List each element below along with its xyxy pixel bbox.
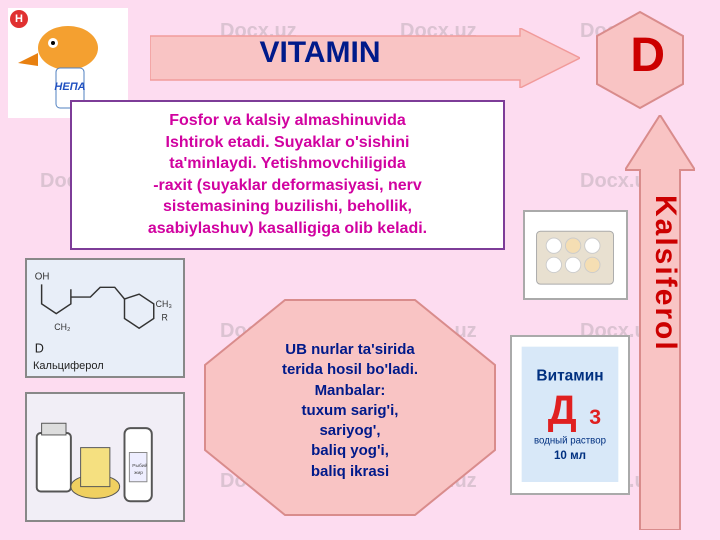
side-arrow-text: Kalsiferol <box>648 195 682 352</box>
svg-text:OH: OH <box>35 272 50 283</box>
mascot-badge: H <box>10 10 28 28</box>
svg-text:R: R <box>162 312 168 322</box>
vitamin-bottle-image: Витамин Д 3 водный раствор 10 мл <box>510 335 630 495</box>
hex-letter: D <box>630 28 665 83</box>
svg-text:CH₃: CH₃ <box>156 299 173 309</box>
svg-text:D: D <box>35 342 44 356</box>
molecule-image: OH CH₂ CH₃ R D Кальциферол <box>25 258 185 378</box>
description-line: Ishtirok etadi. Suyaklar o'sishini <box>82 132 493 154</box>
octagon-line: UB nurlar ta'sirida <box>200 340 500 360</box>
svg-text:10 мл: 10 мл <box>554 450 586 462</box>
eggs-image <box>523 210 628 300</box>
octagon-line: baliq ikrasi <box>200 462 500 482</box>
octagon-box: UB nurlar ta'siridaterida hosil bo'ladi.… <box>200 295 500 520</box>
description-line: -raxit (suyaklar deformasiyasi, nerv <box>82 175 493 197</box>
octagon-text: UB nurlar ta'siridaterida hosil bo'ladi.… <box>200 340 500 482</box>
svg-text:жир: жир <box>134 471 143 476</box>
svg-text:Витамин: Витамин <box>536 367 603 384</box>
svg-text:Д: Д <box>548 387 577 433</box>
description-line: ta'minlaydi. Yetishmovchiligida <box>82 153 493 175</box>
octagon-line: Manbalar: <box>200 381 500 401</box>
food-sources-image: Рыбий жир <box>25 392 185 522</box>
description-line: asabiylashuv) kasalligiga olib keladi. <box>82 218 493 240</box>
description-line: Fosfor va kalsiy almashinuvida <box>82 110 493 132</box>
octagon-line: terida hosil bo'ladi. <box>200 360 500 380</box>
svg-text:НЕПА: НЕПА <box>54 81 85 93</box>
svg-text:3: 3 <box>589 405 601 429</box>
svg-text:Рыбий: Рыбий <box>132 462 147 469</box>
svg-text:CH₂: CH₂ <box>54 322 70 332</box>
octagon-line: tuxum sarig'i, <box>200 401 500 421</box>
molecule-label: Кальциферол <box>33 360 104 372</box>
octagon-line: baliq yog'i, <box>200 441 500 461</box>
svg-text:водный раствор: водный раствор <box>534 435 606 446</box>
octagon-line: sariyog', <box>200 421 500 441</box>
description-line: sistemasining buzilishi, behollik, <box>82 196 493 218</box>
description-box: Fosfor va kalsiy almashinuvidaIshtirok e… <box>70 100 505 250</box>
title-text: VITAMIN <box>170 36 470 70</box>
